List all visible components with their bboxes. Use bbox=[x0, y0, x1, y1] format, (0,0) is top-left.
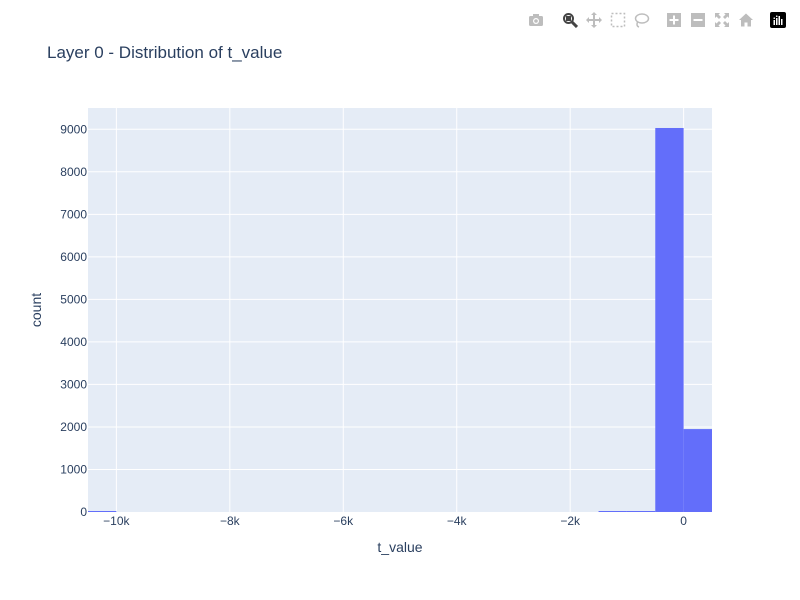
autoscale-icon bbox=[715, 13, 729, 27]
y-tick-label: 6000 bbox=[60, 250, 87, 264]
x-axis-title: t_value bbox=[377, 539, 422, 555]
chart-title: Layer 0 - Distribution of t_value bbox=[47, 43, 282, 62]
y-tick-labels: 0 1000 2000 3000 4000 5000 6000 7000 8000 9000 bbox=[60, 122, 87, 519]
y-tick-label: 9000 bbox=[60, 122, 87, 136]
lasso-select-icon bbox=[634, 13, 650, 28]
y-tick-label: 3000 bbox=[60, 377, 87, 391]
y-tick-label: 1000 bbox=[60, 462, 87, 476]
plotly-logo-button[interactable] bbox=[768, 10, 788, 30]
reset-axes-icon bbox=[739, 13, 753, 27]
x-tick-label: −2k bbox=[560, 514, 581, 528]
histogram-bar[interactable] bbox=[88, 511, 117, 512]
autoscale-button[interactable] bbox=[712, 10, 732, 30]
zoom-out-icon bbox=[691, 13, 705, 27]
x-tick-label: −6k bbox=[333, 514, 354, 528]
histogram-bar[interactable] bbox=[598, 511, 627, 512]
pan-icon bbox=[586, 12, 602, 28]
x-tick-label: 0 bbox=[680, 514, 687, 528]
y-tick-label: 7000 bbox=[60, 207, 87, 221]
zoom-out-button[interactable] bbox=[688, 10, 708, 30]
histogram-bar[interactable] bbox=[626, 511, 656, 512]
zoom-button[interactable] bbox=[560, 10, 580, 30]
y-tick-label: 4000 bbox=[60, 335, 87, 349]
bars bbox=[88, 127, 712, 512]
reset-axes-button[interactable] bbox=[736, 10, 756, 30]
y-tick-label: 0 bbox=[80, 505, 87, 519]
y-axis-title: count bbox=[28, 293, 44, 327]
x-tick-label: −8k bbox=[220, 514, 241, 528]
x-tick-label: −4k bbox=[447, 514, 468, 528]
lasso-select-button[interactable] bbox=[632, 10, 652, 30]
x-tick-labels: −10k −8k −6k −4k −2k 0 bbox=[103, 514, 687, 528]
y-tick-label: 5000 bbox=[60, 292, 87, 306]
histogram-bar[interactable] bbox=[683, 429, 712, 512]
zoom-in-icon bbox=[667, 13, 681, 27]
box-select-icon bbox=[610, 12, 626, 28]
zoom-icon bbox=[563, 13, 578, 28]
box-select-button[interactable] bbox=[608, 10, 628, 30]
camera-button[interactable] bbox=[526, 10, 546, 30]
plotly-logo-icon bbox=[770, 12, 786, 28]
zoom-in-button[interactable] bbox=[664, 10, 684, 30]
x-tick-label: −10k bbox=[103, 514, 130, 528]
camera-icon bbox=[529, 14, 543, 26]
y-tick-label: 8000 bbox=[60, 165, 87, 179]
plot-area[interactable] bbox=[88, 108, 712, 512]
gridlines bbox=[88, 108, 712, 512]
histogram-bar[interactable] bbox=[655, 127, 684, 512]
pan-button[interactable] bbox=[584, 10, 604, 30]
y-tick-label: 2000 bbox=[60, 420, 87, 434]
